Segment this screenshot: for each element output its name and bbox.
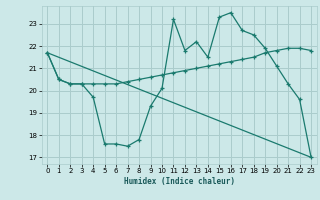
X-axis label: Humidex (Indice chaleur): Humidex (Indice chaleur) <box>124 177 235 186</box>
